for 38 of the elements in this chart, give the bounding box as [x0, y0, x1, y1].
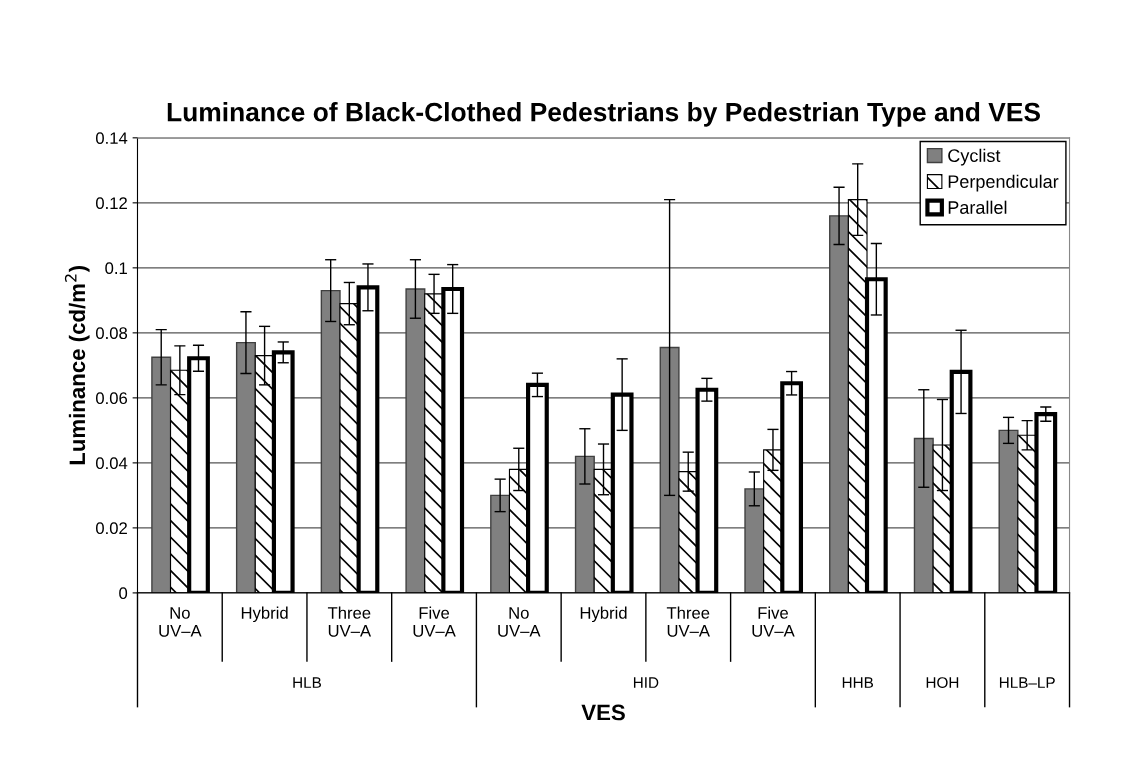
x-tick-label: Five UV–A [752, 606, 795, 637]
bar [659, 346, 680, 593]
x-axis-title: VES [581, 704, 625, 721]
x-tick-label: Five UV–A [413, 606, 456, 637]
bar [151, 356, 172, 593]
y-tick-label: 0 [119, 587, 128, 600]
y-tick-label: 0.04 [95, 457, 128, 470]
bar [574, 455, 595, 593]
y-tick-label: 0.12 [95, 197, 127, 210]
y-tick-label: 0.08 [95, 327, 128, 340]
bar [829, 215, 850, 593]
legend-label: Parallel [948, 200, 1007, 214]
bar [490, 494, 511, 593]
y-tick-label: 0.1 [105, 262, 127, 275]
x-tick-label: Hybrid [580, 606, 627, 623]
bar [744, 488, 765, 593]
x-tick-label: No UV–A [159, 607, 202, 637]
x-tick-label: Hybrid [241, 606, 288, 623]
chart-title: Luminance of Black-Clothed Pedestrians by Pedestrian Type and VES [167, 102, 1040, 127]
x-tick-label: Three UV–A [327, 606, 372, 637]
text: HLB [293, 677, 322, 688]
bar [235, 341, 256, 593]
y-axis-title: Luminance (cd/m$^{2}$) [64, 266, 90, 465]
bar [320, 289, 341, 593]
legend-label: Cyclist [948, 148, 1001, 166]
text: HID [633, 677, 659, 688]
bar [405, 288, 426, 593]
y-tick-label: 0.06 [95, 392, 128, 405]
text: HLB–LP [999, 677, 1055, 688]
x-tick-label: No UV–A [498, 607, 541, 637]
bar [998, 429, 1019, 593]
y-tick-label: 0.14 [95, 132, 128, 145]
bar [913, 437, 934, 593]
text: HOH [926, 677, 959, 689]
text: HHB [842, 677, 874, 688]
y-tick-label: 0.02 [95, 522, 127, 535]
legend-label: Perpendicular [948, 174, 1059, 192]
x-tick-label: Three UV–A [666, 606, 710, 637]
